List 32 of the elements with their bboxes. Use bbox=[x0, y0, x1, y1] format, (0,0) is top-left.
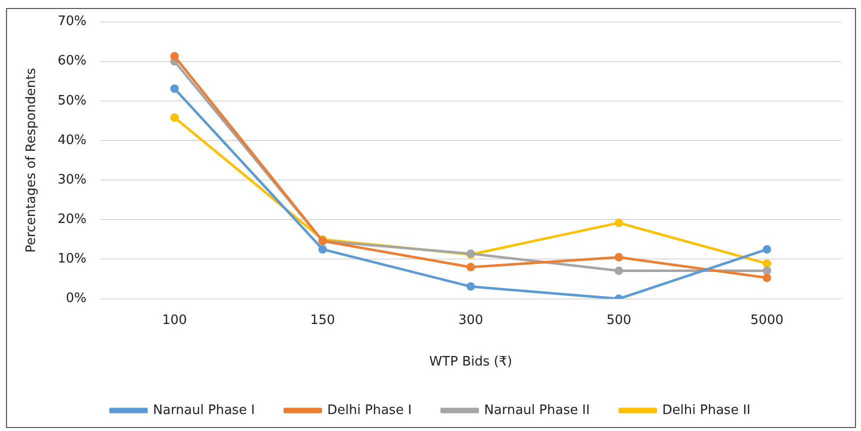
point bbox=[614, 253, 624, 262]
y-tick-label: 60% bbox=[58, 54, 86, 69]
point bbox=[614, 218, 624, 228]
point bbox=[170, 84, 179, 93]
y-tick-label: 20% bbox=[58, 212, 86, 228]
point bbox=[762, 266, 772, 275]
point bbox=[170, 52, 179, 60]
y-tick-label: 40% bbox=[58, 132, 86, 148]
legend-label: Narnaul Phase II bbox=[484, 402, 590, 418]
point bbox=[170, 113, 179, 122]
y-tick-label: 50% bbox=[58, 93, 86, 108]
point bbox=[318, 245, 327, 254]
legend-label: Narnaul Phase I bbox=[153, 402, 255, 418]
x-tick-label: 300 bbox=[458, 312, 484, 328]
x-tick-label: 150 bbox=[310, 312, 336, 328]
x-axis-title: WTP Bids (₹) bbox=[429, 354, 512, 370]
point bbox=[466, 262, 475, 272]
x-tick-label: 5000 bbox=[750, 312, 784, 328]
point bbox=[762, 259, 772, 268]
legend-label: Delhi Phase II bbox=[662, 402, 751, 418]
point bbox=[762, 245, 772, 254]
legend-label: Delhi Phase I bbox=[327, 402, 412, 418]
point bbox=[466, 282, 475, 291]
y-tick-label: 30% bbox=[58, 172, 86, 188]
point bbox=[614, 266, 624, 275]
x-tick-label: 500 bbox=[606, 312, 632, 328]
y-axis-title: Percentages of Respondents bbox=[24, 68, 40, 253]
y-tick-label: 70% bbox=[58, 14, 86, 30]
point bbox=[762, 274, 772, 282]
x-tick-label: 100 bbox=[162, 312, 187, 328]
y-tick-label: 0% bbox=[66, 291, 86, 306]
y-tick-label: 10% bbox=[58, 252, 86, 267]
